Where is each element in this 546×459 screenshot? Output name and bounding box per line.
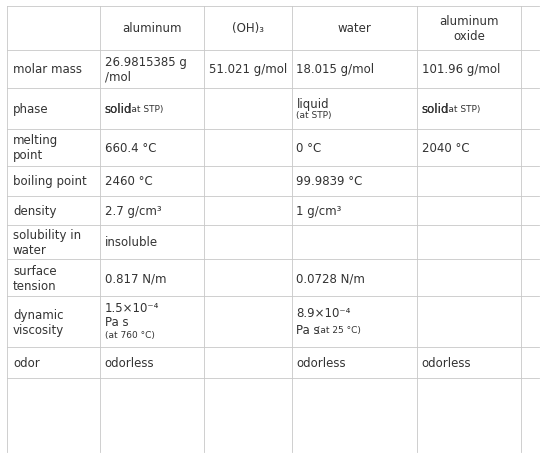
Text: 101.96 g/mol: 101.96 g/mol (422, 63, 500, 76)
Text: 1 g/cm³: 1 g/cm³ (296, 204, 342, 217)
Text: (at STP): (at STP) (125, 105, 163, 113)
Text: 2460 °C: 2460 °C (105, 175, 152, 188)
Text: Pa s: Pa s (105, 315, 128, 328)
Text: solid: solid (422, 102, 449, 116)
Text: solid: solid (105, 102, 132, 116)
Text: 2.7 g/cm³: 2.7 g/cm³ (105, 204, 161, 217)
Text: odor: odor (13, 356, 40, 369)
Text: odorless: odorless (422, 356, 471, 369)
Text: (at 25 °C): (at 25 °C) (313, 325, 360, 334)
Text: solubility in
water: solubility in water (13, 229, 81, 257)
Text: dynamic
viscosity: dynamic viscosity (13, 308, 64, 336)
Text: 1.5×10⁻⁴: 1.5×10⁻⁴ (105, 301, 159, 314)
Text: 99.9839 °C: 99.9839 °C (296, 175, 363, 188)
Text: surface
tension: surface tension (13, 264, 57, 292)
Text: odorless: odorless (105, 356, 154, 369)
Text: 0 °C: 0 °C (296, 141, 322, 155)
Text: liquid: liquid (296, 98, 329, 111)
Text: molar mass: molar mass (13, 63, 82, 76)
Text: 8.9×10⁻⁴: 8.9×10⁻⁴ (296, 307, 351, 319)
Text: odorless: odorless (296, 356, 346, 369)
Text: 51.021 g/mol: 51.021 g/mol (209, 63, 287, 76)
Text: (OH)₃: (OH)₃ (232, 22, 264, 35)
Text: (at 760 °C): (at 760 °C) (105, 330, 155, 340)
Text: aluminum
oxide: aluminum oxide (439, 15, 498, 43)
Text: aluminum: aluminum (122, 22, 181, 35)
Text: melting
point: melting point (13, 134, 58, 162)
Text: boiling point: boiling point (13, 175, 87, 188)
Text: insoluble: insoluble (105, 236, 158, 249)
Text: 660.4 °C: 660.4 °C (105, 141, 156, 155)
Text: 0.0728 N/m: 0.0728 N/m (296, 272, 365, 285)
Text: Pa s: Pa s (296, 323, 320, 336)
Text: solid: solid (422, 102, 449, 116)
Text: 0.817 N/m: 0.817 N/m (105, 272, 166, 285)
Text: density: density (13, 204, 56, 217)
Text: solid: solid (105, 102, 132, 116)
Text: 18.015 g/mol: 18.015 g/mol (296, 63, 375, 76)
Text: 2040 °C: 2040 °C (422, 141, 470, 155)
Text: (at STP): (at STP) (296, 111, 332, 120)
Text: (at STP): (at STP) (442, 105, 480, 113)
Text: 26.9815385 g
/mol: 26.9815385 g /mol (105, 56, 187, 84)
Text: phase: phase (13, 102, 49, 116)
Text: water: water (337, 22, 371, 35)
